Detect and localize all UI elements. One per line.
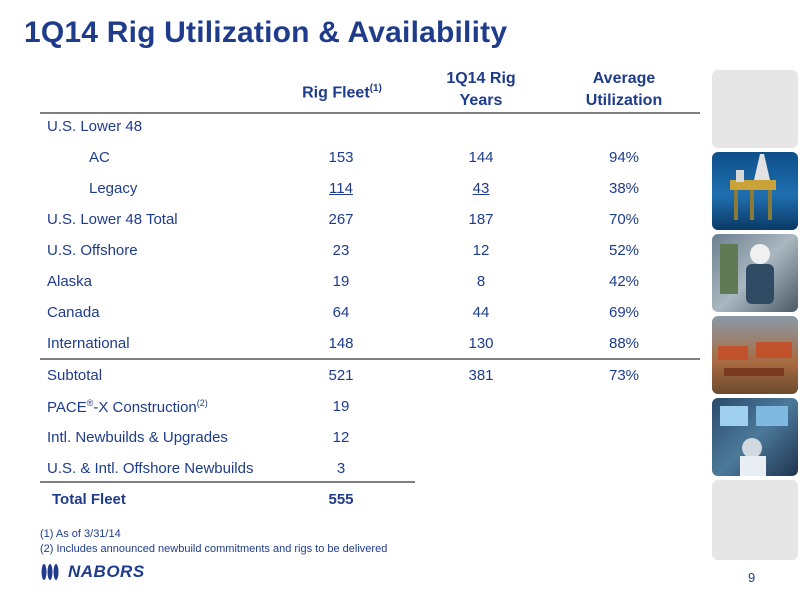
subtotal-util: 73% [608, 367, 640, 384]
row-label-offshore-newbuilds: U.S. & Intl. Offshore Newbuilds [47, 460, 254, 477]
canada-years: 44 [472, 304, 490, 321]
alaska-years: 8 [476, 273, 486, 290]
photo-placeholder-top [712, 70, 798, 148]
row-label-alaska: Alaska [47, 273, 93, 290]
lower48-total-util: 70% [608, 211, 640, 228]
page-number: 9 [748, 570, 756, 585]
footnote-2: (2) Includes announced newbuild commitme… [40, 543, 388, 555]
lower48-total-years: 187 [468, 211, 494, 228]
photo-placeholder-bottom [712, 480, 798, 560]
row-label-international: International [47, 335, 130, 352]
pace-fleet: 19 [332, 398, 350, 415]
worker-icon [720, 244, 774, 304]
intl-newbuilds-fleet: 12 [332, 429, 350, 446]
control-room-icon [720, 406, 788, 476]
offshore-rig-icon [730, 154, 776, 220]
international-fleet: 148 [328, 335, 354, 352]
lower48-total-fleet: 267 [328, 211, 354, 228]
pace-label-a: PACE [47, 399, 87, 416]
total-fleet-value: 555 [328, 491, 354, 508]
legacy-years: 43 [441, 180, 521, 197]
offshore-newbuilds-fleet: 3 [336, 460, 346, 477]
legacy-fleet: 114 [301, 180, 381, 197]
pace-note: (2) [196, 398, 208, 408]
header-rig-years-line2: Years [459, 92, 503, 109]
row-label-us-lower48: U.S. Lower 48 [47, 118, 143, 135]
header-rig-years-line1: 1Q14 Rig [446, 70, 516, 87]
us-offshore-util: 52% [608, 242, 640, 259]
legacy-util: 38% [608, 180, 640, 197]
row-label-lower48-total: U.S. Lower 48 Total [47, 211, 178, 228]
alaska-fleet: 19 [332, 273, 350, 290]
subtotal-rule [40, 358, 700, 360]
control-room-photo [712, 398, 798, 476]
alaska-util: 42% [608, 273, 640, 290]
header-utilization-line2: Utilization [585, 92, 663, 109]
us-offshore-years: 12 [472, 242, 490, 259]
nabors-logo-mark [41, 564, 59, 580]
rig-yard-photo [712, 316, 798, 394]
page-title: 1Q14 Rig Utilization & Availability [24, 16, 508, 49]
ac-years: 144 [468, 149, 494, 166]
header-utilization: Average Utilization [566, 68, 682, 112]
subtotal-fleet: 521 [328, 367, 354, 384]
canada-util: 69% [608, 304, 640, 321]
subtotal-years: 381 [468, 367, 494, 384]
header-rig-years: 1Q14 Rig Years [426, 68, 536, 112]
row-label-pace: PACE®-X Construction(2) [47, 398, 208, 416]
legacy-years-value: 43 [472, 180, 490, 197]
us-offshore-fleet: 23 [332, 242, 350, 259]
header-rig-fleet: Rig Fleet(1) [282, 78, 402, 104]
nabors-logo: NABORS [40, 562, 145, 582]
row-label-canada: Canada [47, 304, 100, 321]
ac-fleet: 153 [328, 149, 354, 166]
ac-util: 94% [608, 149, 640, 166]
header-rule [40, 112, 700, 114]
pace-label-b: -X Construction [93, 399, 197, 416]
header-utilization-line1: Average [592, 70, 656, 87]
legacy-fleet-value: 114 [329, 180, 353, 197]
canada-fleet: 64 [332, 304, 350, 321]
row-label-us-offshore: U.S. Offshore [47, 242, 138, 259]
row-label-ac: AC [89, 149, 110, 166]
worker-photo [712, 234, 798, 312]
footnote-1: (1) As of 3/31/14 [40, 528, 121, 540]
header-rig-fleet-label: Rig Fleet [302, 84, 370, 102]
international-util: 88% [608, 335, 640, 352]
rig-yard-icon [718, 342, 792, 376]
offshore-rig-photo [712, 152, 798, 230]
row-label-legacy: Legacy [89, 180, 138, 197]
row-label-subtotal: Subtotal [47, 367, 103, 384]
row-label-total-fleet: Total Fleet [52, 491, 126, 508]
row-label-intl-newbuilds: Intl. Newbuilds & Upgrades [47, 429, 228, 446]
pace-registered-mark: ® [86, 398, 94, 408]
header-rig-fleet-note: (1) [369, 83, 382, 94]
international-years: 130 [468, 335, 494, 352]
total-rule [40, 481, 415, 483]
nabors-logo-text: NABORS [68, 562, 145, 581]
